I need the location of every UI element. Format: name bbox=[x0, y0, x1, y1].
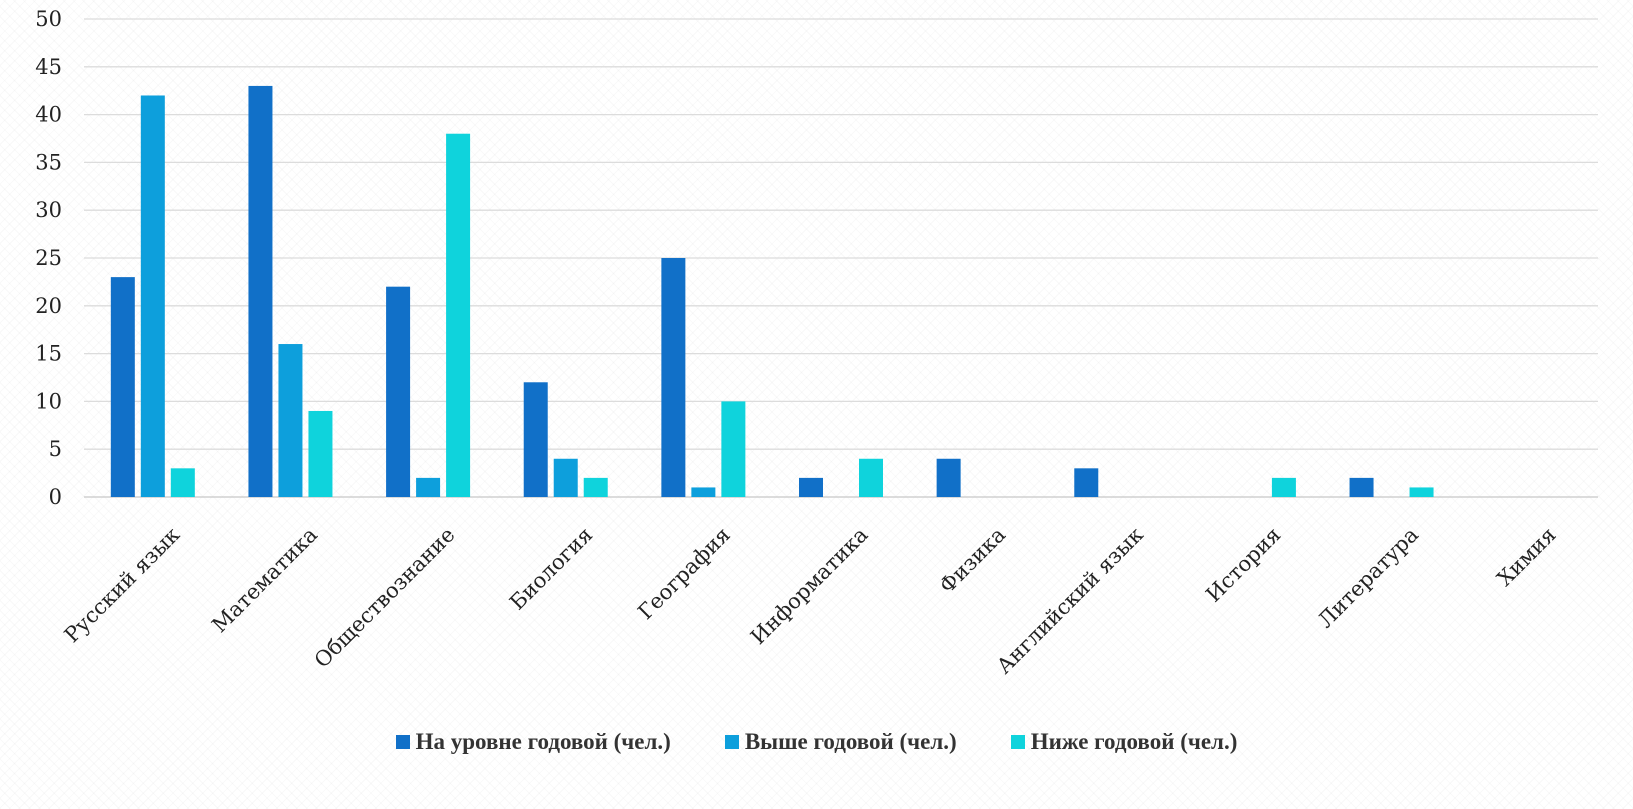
x-tick-label: Информатика bbox=[746, 523, 873, 650]
bar-series-1 bbox=[1074, 468, 1099, 497]
bar-series-1 bbox=[386, 286, 411, 497]
bar-series-1 bbox=[661, 258, 686, 497]
bar-series-3 bbox=[583, 477, 608, 497]
x-tick-label: История bbox=[1201, 523, 1285, 607]
legend-item-series-2: Выше годовой (чел.) bbox=[724, 729, 957, 755]
bar-series-3 bbox=[1271, 477, 1296, 497]
x-tick-label: Английский язык bbox=[992, 523, 1148, 679]
y-axis-ticks: 0 5 10 15 20 25 30 35 40 45 50 bbox=[35, 7, 62, 509]
chart-plot: 0 5 10 15 20 25 30 35 40 45 50 Русский язык Математ… bbox=[35, 7, 1598, 679]
legend-item-series-3: Ниже годовой (чел.) bbox=[1010, 729, 1238, 755]
y-tick-label: 35 bbox=[35, 150, 62, 174]
bar-series-2 bbox=[553, 458, 578, 497]
y-tick-label: 25 bbox=[35, 246, 62, 270]
y-tick-label: 45 bbox=[35, 55, 62, 79]
y-tick-label: 30 bbox=[35, 198, 62, 222]
legend-label-series-2: Выше годовой (чел.) bbox=[744, 729, 957, 754]
y-tick-label: 15 bbox=[35, 342, 62, 366]
legend: На уровне годовой (чел.) Выше годовой (ч… bbox=[0, 722, 1633, 762]
bar-series-2 bbox=[416, 477, 441, 497]
bars bbox=[110, 85, 1434, 498]
x-tick-label: Физика bbox=[935, 523, 1010, 598]
y-tick-label: 10 bbox=[35, 389, 62, 413]
legend-item-series-1: На уровне годовой (чел.) bbox=[395, 729, 671, 755]
bar-series-1 bbox=[248, 85, 273, 498]
legend-label-series-1: На уровне годовой (чел.) bbox=[415, 729, 671, 754]
bar-series-3 bbox=[859, 458, 883, 497]
x-tick-label: Химия bbox=[1492, 523, 1560, 591]
y-tick-label: 5 bbox=[49, 437, 62, 461]
bar-series-2 bbox=[140, 95, 165, 497]
x-tick-label: Русский язык bbox=[60, 523, 185, 648]
bar-series-1 bbox=[523, 382, 548, 497]
x-tick-label: Обществознание bbox=[310, 523, 460, 673]
bar-series-2 bbox=[691, 487, 716, 497]
legend-swatch-series-3 bbox=[1010, 735, 1025, 749]
grid-lines bbox=[84, 18, 1598, 498]
bar-series-3 bbox=[1409, 487, 1434, 497]
x-tick-label: Литература bbox=[1313, 523, 1423, 633]
bar-series-1 bbox=[110, 277, 135, 497]
bar-series-1 bbox=[799, 477, 823, 497]
y-tick-label: 20 bbox=[35, 294, 62, 318]
bar-series-2 bbox=[278, 344, 303, 497]
y-tick-label: 50 bbox=[35, 7, 62, 31]
bar-series-1 bbox=[936, 458, 961, 497]
legend-swatch-series-2 bbox=[724, 735, 739, 749]
x-tick-label: Математика bbox=[207, 523, 322, 638]
x-tick-label: География bbox=[633, 523, 735, 625]
x-tick-label: Биология bbox=[505, 523, 597, 615]
bar-series-3 bbox=[446, 133, 471, 497]
y-tick-label: 0 bbox=[49, 485, 62, 509]
bar-series-3 bbox=[170, 468, 195, 497]
bar-series-3 bbox=[721, 401, 746, 497]
y-tick-label: 40 bbox=[35, 103, 62, 127]
bar-series-3 bbox=[308, 410, 333, 497]
bar-series-1 bbox=[1349, 477, 1374, 497]
legend-swatch-series-1 bbox=[395, 735, 410, 749]
legend-label-series-3: Ниже годовой (чел.) bbox=[1030, 729, 1238, 754]
